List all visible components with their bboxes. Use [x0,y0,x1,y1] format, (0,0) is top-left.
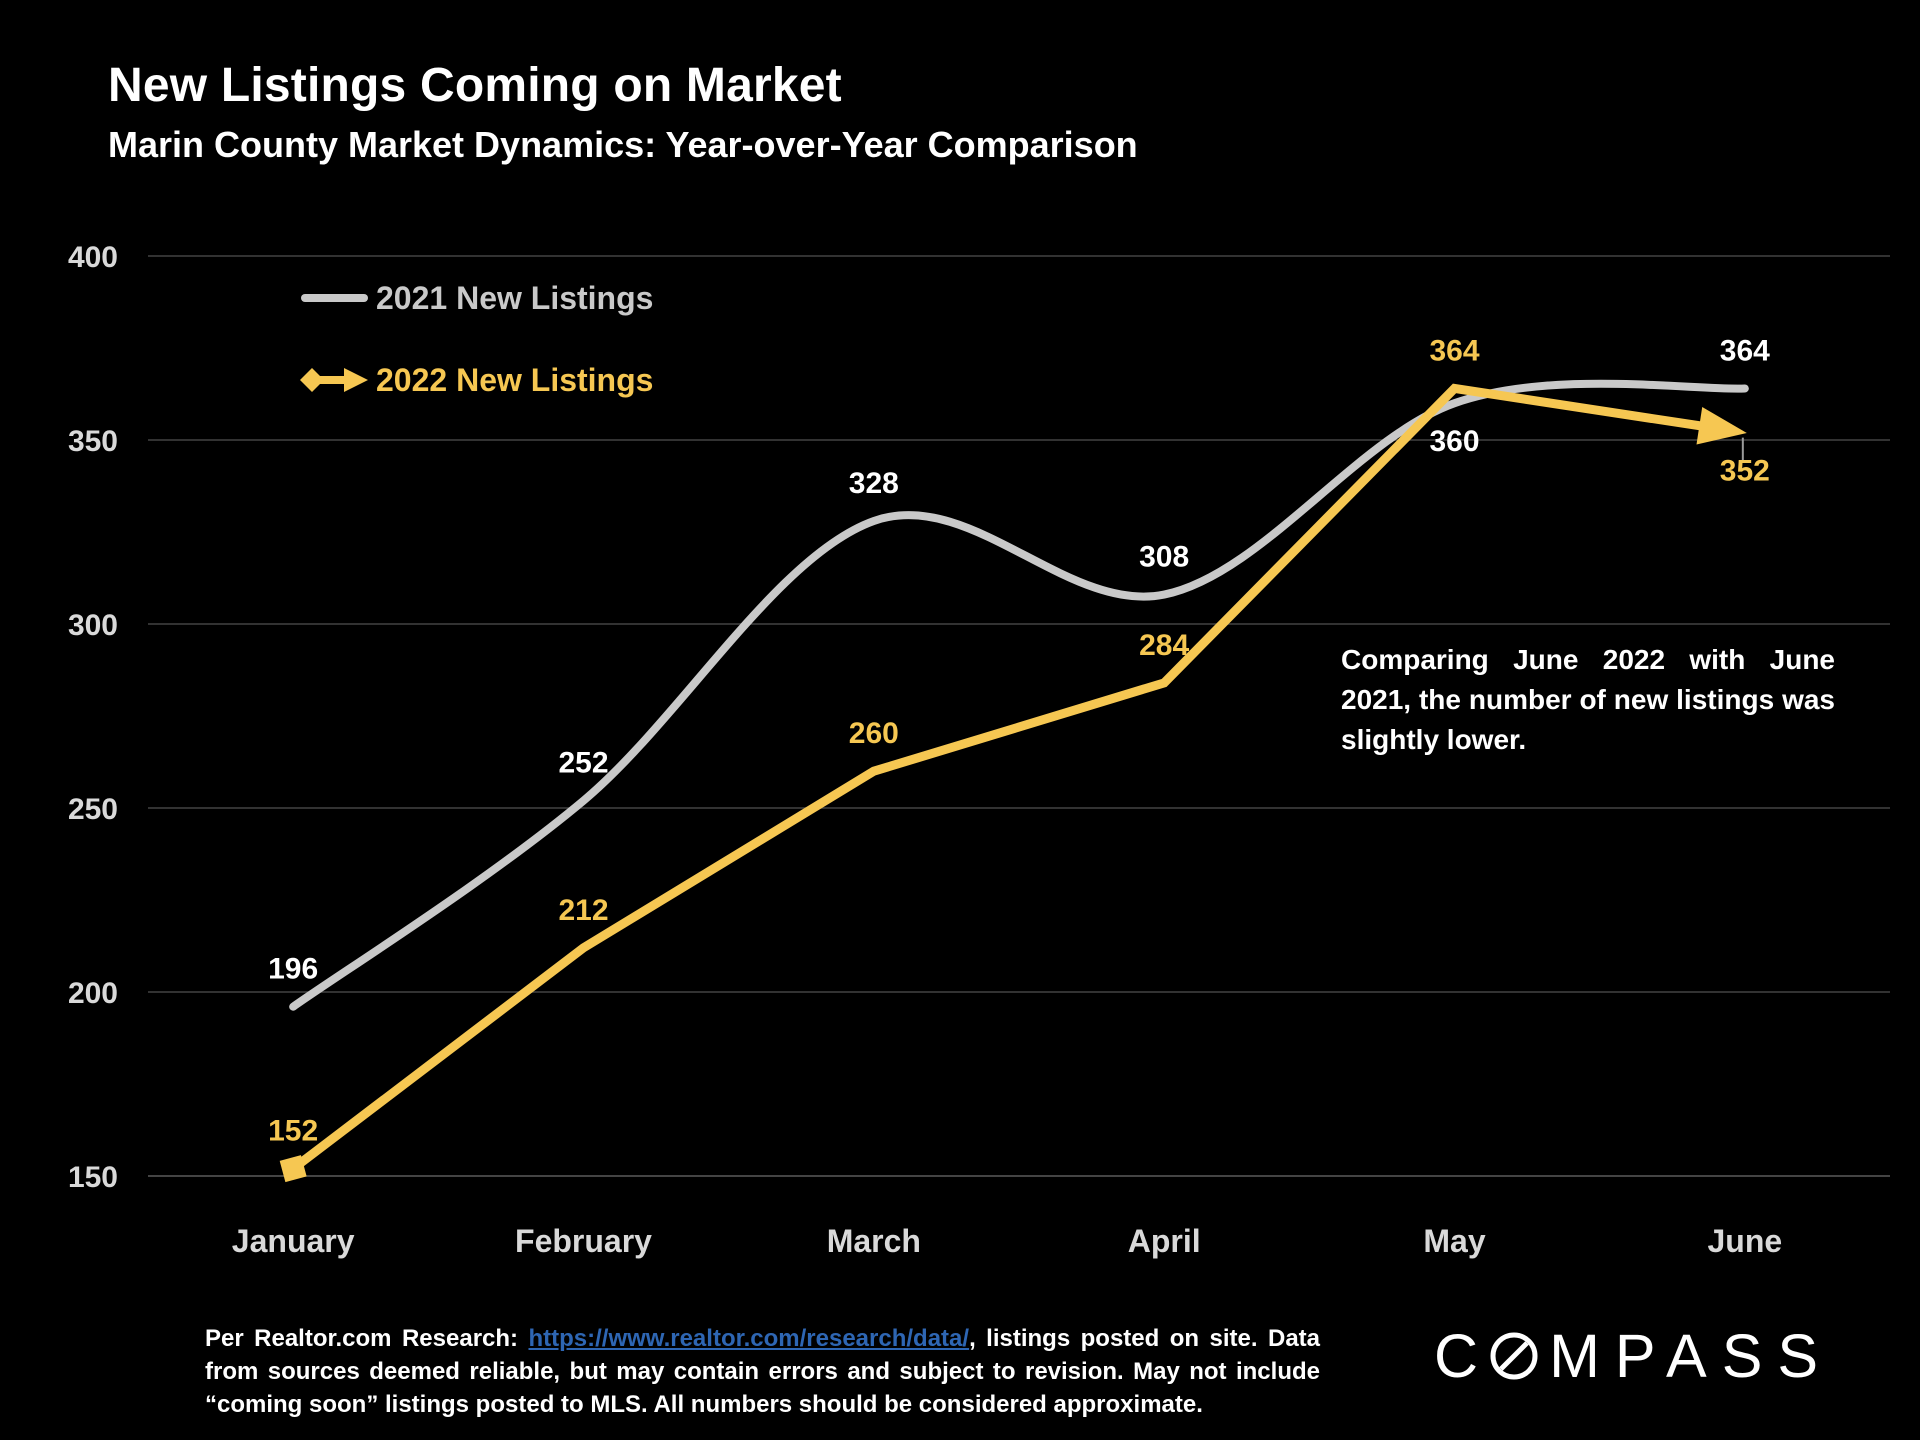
data-label-2021-May: 360 [1429,425,1479,458]
footer-disclaimer: Per Realtor.com Research: https://www.re… [205,1322,1320,1421]
data-label-2021-April: 308 [1139,541,1189,574]
data-label-2022-March: 260 [849,717,899,750]
y-tick-label: 250 [68,793,118,826]
series-2022-start-marker [279,1155,307,1183]
x-tick-label: June [1707,1223,1782,1259]
chart-legend: 2021 New Listings 2022 New Listings [300,278,653,442]
series-2021-line [289,379,1749,1011]
data-label-2021-June: 364 [1720,334,1770,367]
page-subtitle: Marin County Market Dynamics: Year-over-… [108,124,1138,165]
data-label-2022-January: 152 [268,1115,318,1148]
x-tick-label: February [515,1223,652,1259]
x-tick-label: May [1423,1223,1485,1259]
compass-logo: C MPASS [1434,1322,1834,1390]
data-label-2021-January: 196 [268,953,318,986]
legend-entry-2022: 2022 New Listings [300,360,653,400]
data-label-2022-April: 284 [1139,629,1189,662]
page-title: New Listings Coming on Market [108,59,842,112]
series-2022-end-arrow [1696,406,1747,445]
data-label-2022-June: 352 [1720,455,1770,488]
data-label-2021-February: 252 [558,747,608,780]
footer-text-prefix: Per Realtor.com Research: [205,1325,529,1352]
compass-logo-letters-rest: MPASS [1549,1322,1834,1390]
line-swatch-icon [301,294,368,302]
x-tick-label: January [232,1223,355,1259]
realtor-research-link[interactable]: https://www.realtor.com/research/data/ [528,1325,970,1352]
series-2022-line [290,383,1710,1173]
legend-label-2022: 2022 New Listings [376,361,654,398]
y-tick-label: 200 [68,977,118,1010]
legend-entry-2021: 2021 New Listings [300,278,653,318]
compass-o-icon [1490,1332,1538,1380]
y-tick-label: 350 [68,425,118,458]
y-tick-label: 150 [68,1161,118,1194]
data-label-2021-March: 328 [849,467,899,500]
data-label-2022-February: 212 [558,894,608,927]
y-tick-label: 400 [68,241,118,274]
compass-logo-letter-c: C [1434,1322,1494,1390]
chart-annotation: Comparing June 2022 with June 2021, the … [1341,644,1835,755]
diamond-arrow-swatch-icon [300,368,368,392]
x-tick-label: April [1128,1223,1201,1259]
y-tick-label: 300 [68,609,118,642]
data-label-2022-May: 364 [1429,334,1479,367]
legend-label-2021: 2021 New Listings [376,279,654,316]
x-tick-label: March [827,1223,921,1259]
footer-text-suffix: , listings posted on site. Data from sou… [205,1325,1320,1418]
